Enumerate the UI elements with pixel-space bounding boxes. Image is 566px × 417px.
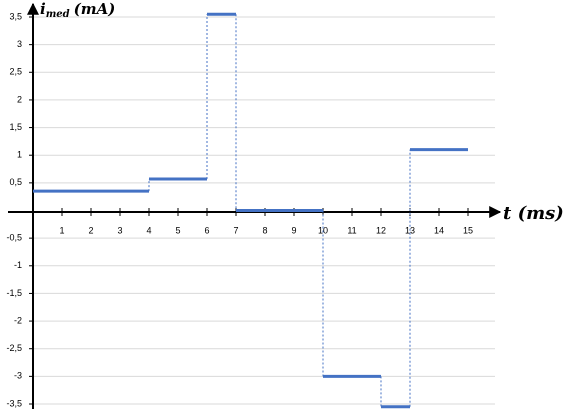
y-tick-label: -1 — [14, 260, 22, 270]
x-tick-label: 14 — [434, 225, 444, 235]
x-tick-label: 4 — [146, 225, 151, 235]
y-tick-label: -3,5 — [6, 398, 22, 408]
x-tick-label: 2 — [88, 225, 93, 235]
x-tick-label: 12 — [376, 225, 386, 235]
y-tick-label: 3 — [17, 39, 22, 49]
y-tick-label: -3 — [14, 371, 22, 381]
x-tick-label: 15 — [463, 225, 473, 235]
x-tick-label: 10 — [318, 225, 328, 235]
y-tick-label: 0,5 — [9, 177, 22, 187]
x-tick-label: 9 — [291, 225, 296, 235]
x-tick-label: 1 — [59, 225, 64, 235]
y-tick-label: 2,5 — [9, 67, 22, 77]
x-axis-title: t (ms) — [503, 203, 564, 224]
y-tick-label: 1,5 — [9, 122, 22, 132]
y-tick-label: -1,5 — [6, 288, 22, 298]
y-tick-label: -2 — [14, 315, 22, 325]
x-tick-label: 8 — [262, 225, 267, 235]
y-axis-title: imed (mA) — [40, 0, 115, 20]
x-tick-label: 11 — [347, 225, 356, 235]
y-axis-title-main: i — [40, 0, 46, 18]
x-tick-label: 3 — [117, 225, 122, 235]
y-axis-title-sub: med — [46, 9, 70, 20]
x-tick-label: 7 — [233, 225, 238, 235]
y-tick-label: -2,5 — [6, 343, 22, 353]
y-tick-label: 2 — [17, 94, 22, 104]
y-tick-label: 1 — [17, 150, 22, 160]
y-tick-label: 3,5 — [9, 11, 22, 21]
x-tick-label: 5 — [175, 225, 180, 235]
y-axis-title-unit: (mA) — [74, 0, 116, 18]
y-tick-label: -0,5 — [6, 233, 22, 243]
x-tick-label: 6 — [204, 225, 209, 235]
